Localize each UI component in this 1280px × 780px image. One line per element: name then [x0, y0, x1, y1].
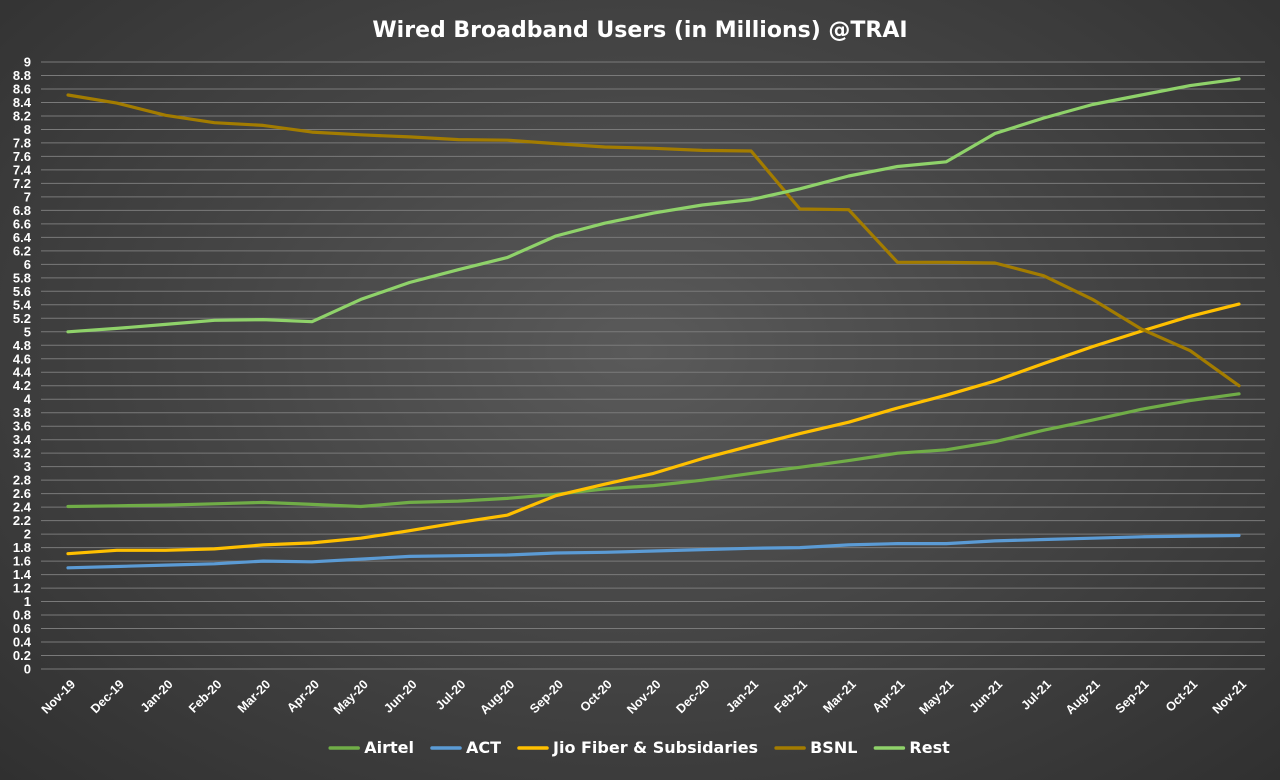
x-tick-label: Oct-21 [1163, 677, 1200, 714]
y-tick-label: 2.4 [13, 500, 32, 515]
y-tick-label: 4.4 [13, 365, 32, 380]
x-tick-label: Feb-21 [772, 677, 810, 715]
y-tick-label: 7.2 [13, 176, 31, 191]
x-tick-label: Nov-21 [1210, 677, 1249, 716]
series-line-airtel [66, 392, 1241, 509]
y-tick-label: 0 [24, 662, 31, 677]
x-tick-label: Aug-20 [477, 677, 517, 717]
y-tick-label: 1.2 [13, 581, 31, 596]
y-tick-label: 2 [24, 527, 31, 542]
legend-label: BSNL [810, 738, 857, 757]
y-tick-label: 7.4 [13, 162, 32, 177]
y-tick-label: 2.8 [13, 473, 31, 488]
legend: Airtel ACT Jio Fiber & Subsidaries BSNL Rest [328, 738, 950, 757]
x-tick-label: Jul-21 [1018, 677, 1053, 712]
x-tick-label: Nov-19 [39, 677, 78, 716]
y-tick-label: 3 [24, 459, 31, 474]
x-tick-label: Sep-20 [527, 677, 566, 716]
y-tick-label: 2.6 [13, 486, 31, 501]
y-tick-label: 7.6 [13, 149, 31, 164]
x-tick-label: Sep-21 [1113, 677, 1152, 716]
x-tick-label: Jun-21 [967, 677, 1005, 715]
series-line-act [66, 533, 1241, 570]
x-tick-label: Mar-21 [820, 677, 858, 715]
y-tick-label: 6 [24, 257, 31, 272]
x-tick-label: Apr-21 [870, 677, 908, 715]
y-tick-label: 7 [24, 189, 31, 204]
y-tick-label: 4.8 [13, 338, 31, 353]
y-tick-label: 5 [24, 324, 31, 339]
y-tick-label: 5.6 [13, 284, 31, 299]
y-tick-label: 5.4 [13, 297, 32, 312]
x-tick-label: Oct-20 [577, 677, 614, 714]
x-axis: Nov-19 Dec-19 Jan-20 Feb-20 Mar-20 Apr-20 May-… [39, 677, 1249, 717]
y-tick-label: 3.6 [13, 419, 31, 434]
y-tick-label: 8 [24, 122, 31, 137]
y-tick-label: 7.8 [13, 135, 31, 150]
x-tick-label: Dec-20 [674, 677, 713, 716]
y-tick-label: 4 [24, 392, 32, 407]
y-tick-label: 1.4 [13, 567, 32, 582]
y-tick-label: 0.2 [13, 648, 31, 663]
y-tick-label: 4.2 [13, 378, 31, 393]
y-tick-label: 9 [24, 55, 31, 70]
y-tick-label: 2.2 [13, 513, 31, 528]
y-tick-label: 8.8 [13, 68, 31, 83]
y-tick-label: 6.8 [13, 203, 31, 218]
y-tick-label: 3.8 [13, 405, 31, 420]
x-tick-label: Jun-20 [381, 677, 419, 715]
y-tick-label: 5.8 [13, 270, 31, 285]
y-tick-label: 3.2 [13, 446, 31, 461]
y-tick-label: 4.6 [13, 351, 31, 366]
x-tick-label: Aug-21 [1063, 677, 1103, 717]
x-tick-label: Jan-21 [723, 677, 761, 715]
x-tick-label: Apr-20 [284, 677, 322, 715]
y-tick-label: 0.8 [13, 608, 31, 623]
legend-label: ACT [466, 738, 501, 757]
x-tick-label: Jan-20 [138, 677, 176, 715]
legend-item: Rest [873, 738, 950, 757]
legend-item: Airtel [328, 738, 414, 757]
y-tick-label: 1.8 [13, 540, 31, 555]
y-tick-label: 0.4 [13, 635, 32, 650]
y-tick-label: 8.2 [13, 108, 31, 123]
x-tick-label: Mar-20 [235, 677, 273, 715]
series-line-rest [66, 77, 1241, 334]
legend-item: ACT [430, 738, 501, 757]
legend-label: Rest [909, 738, 950, 757]
x-tick-label: May-20 [331, 677, 371, 717]
y-tick-label: 6.4 [13, 230, 32, 245]
y-tick-label: 3.4 [13, 432, 32, 447]
series-line-jio-fiber-subsidaries [66, 302, 1241, 556]
x-tick-label: Jul-20 [433, 677, 468, 712]
legend-item: Jio Fiber & Subsidaries [517, 738, 758, 757]
x-tick-label: May-21 [916, 677, 956, 717]
y-tick-label: 6.2 [13, 243, 31, 258]
x-tick-label: Nov-20 [624, 677, 663, 716]
series-line-bsnl [66, 93, 1241, 388]
y-tick-label: 1.6 [13, 554, 31, 569]
y-axis: 00.20.40.60.811.21.41.61.822.22.42.62.83… [13, 55, 32, 677]
y-tick-label: 5.2 [13, 311, 31, 326]
y-tick-label: 8.6 [13, 81, 31, 96]
chart-title: Wired Broadband Users (in Millions) @TRA… [372, 18, 907, 43]
y-tick-label: 1 [24, 594, 31, 609]
x-tick-label: Dec-19 [88, 677, 127, 716]
y-tick-label: 6.6 [13, 216, 31, 231]
y-tick-label: 0.6 [13, 621, 31, 636]
legend-label: Jio Fiber & Subsidaries [552, 738, 758, 757]
x-tick-label: Feb-20 [186, 677, 224, 715]
series-lines [66, 77, 1241, 570]
legend-item: BSNL [774, 738, 857, 757]
grid [41, 61, 1265, 670]
y-tick-label: 8.4 [13, 95, 32, 110]
legend-label: Airtel [364, 738, 414, 757]
